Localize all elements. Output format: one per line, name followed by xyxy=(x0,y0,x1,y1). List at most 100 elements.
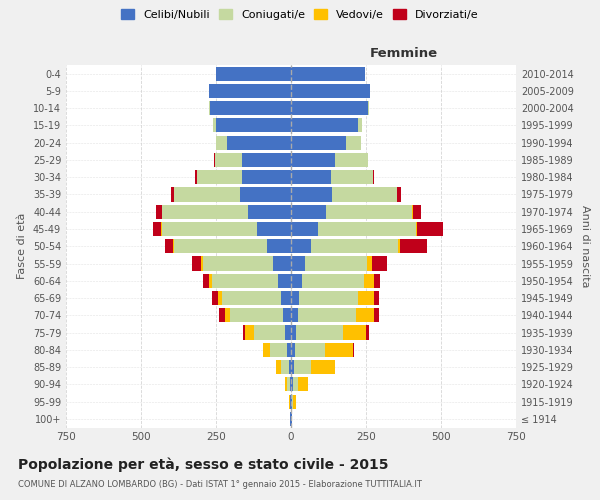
Bar xyxy=(413,204,421,219)
Bar xyxy=(291,308,298,322)
Bar xyxy=(353,342,354,357)
Bar xyxy=(218,291,222,305)
Bar xyxy=(291,153,335,167)
Bar xyxy=(299,291,358,305)
Bar xyxy=(293,394,296,408)
Bar xyxy=(367,256,372,270)
Bar xyxy=(325,342,353,357)
Bar xyxy=(283,308,291,322)
Bar xyxy=(267,239,291,254)
Bar xyxy=(285,378,287,392)
Bar xyxy=(230,308,283,322)
Bar xyxy=(302,274,364,288)
Bar xyxy=(289,394,290,408)
Bar xyxy=(331,170,373,184)
Bar xyxy=(263,342,270,357)
Bar xyxy=(332,188,397,202)
Bar xyxy=(292,394,293,408)
Bar xyxy=(412,204,413,219)
Bar xyxy=(242,326,245,340)
Bar xyxy=(291,342,295,357)
Bar xyxy=(285,326,291,340)
Bar xyxy=(295,342,325,357)
Bar xyxy=(311,239,398,254)
Bar xyxy=(195,170,197,184)
Bar xyxy=(224,308,230,322)
Bar xyxy=(210,101,291,115)
Bar xyxy=(416,222,443,236)
Bar xyxy=(291,291,299,305)
Bar xyxy=(291,378,293,392)
Bar xyxy=(326,204,412,219)
Bar xyxy=(164,239,173,254)
Bar xyxy=(298,308,356,322)
Bar xyxy=(209,101,210,115)
Bar xyxy=(291,394,292,408)
Bar xyxy=(368,101,369,115)
Bar xyxy=(358,291,373,305)
Bar xyxy=(220,308,224,322)
Bar xyxy=(287,342,291,357)
Bar xyxy=(153,222,161,236)
Bar xyxy=(400,239,427,254)
Bar xyxy=(227,136,291,150)
Bar xyxy=(215,153,241,167)
Bar xyxy=(372,256,387,270)
Bar xyxy=(305,256,367,270)
Bar xyxy=(373,308,379,322)
Bar xyxy=(281,291,291,305)
Bar xyxy=(311,360,335,374)
Bar xyxy=(364,274,373,288)
Bar xyxy=(291,101,368,115)
Y-axis label: Fasce di età: Fasce di età xyxy=(17,213,27,280)
Bar xyxy=(291,66,365,80)
Bar xyxy=(318,222,415,236)
Bar xyxy=(171,188,174,202)
Bar xyxy=(291,118,358,132)
Bar xyxy=(373,170,374,184)
Bar xyxy=(291,136,346,150)
Bar xyxy=(270,342,287,357)
Bar xyxy=(291,188,332,202)
Bar xyxy=(291,222,318,236)
Bar xyxy=(162,222,257,236)
Bar xyxy=(291,274,302,288)
Bar xyxy=(291,256,305,270)
Bar xyxy=(216,136,227,150)
Bar xyxy=(214,153,215,167)
Bar xyxy=(358,118,362,132)
Bar xyxy=(201,256,203,270)
Text: COMUNE DI ALZANO LOMBARDO (BG) - Dati ISTAT 1° gennaio 2015 - Elaborazione TUTTI: COMUNE DI ALZANO LOMBARDO (BG) - Dati IS… xyxy=(18,480,422,489)
Bar xyxy=(254,326,285,340)
Bar xyxy=(298,378,308,392)
Bar xyxy=(290,412,291,426)
Text: Femmine: Femmine xyxy=(370,46,437,60)
Legend: Celibi/Nubili, Coniugati/e, Vedovi/e, Divorziati/e: Celibi/Nubili, Coniugati/e, Vedovi/e, Di… xyxy=(118,6,482,23)
Bar xyxy=(277,274,291,288)
Bar xyxy=(203,274,209,288)
Bar xyxy=(294,360,311,374)
Bar xyxy=(273,256,291,270)
Bar xyxy=(415,222,416,236)
Bar xyxy=(174,239,267,254)
Bar xyxy=(291,239,311,254)
Y-axis label: Anni di nascita: Anni di nascita xyxy=(580,205,590,288)
Bar xyxy=(209,84,291,98)
Bar xyxy=(216,118,291,132)
Bar xyxy=(335,153,368,167)
Text: Popolazione per età, sesso e stato civile - 2015: Popolazione per età, sesso e stato civil… xyxy=(18,458,389,472)
Bar xyxy=(276,360,281,374)
Bar xyxy=(197,170,241,184)
Bar xyxy=(346,136,361,150)
Bar xyxy=(209,274,212,288)
Bar xyxy=(241,153,291,167)
Bar xyxy=(192,256,201,270)
Bar xyxy=(373,291,379,305)
Bar xyxy=(162,204,248,219)
Bar xyxy=(293,378,298,392)
Bar xyxy=(290,394,291,408)
Bar xyxy=(291,326,296,340)
Bar xyxy=(161,222,162,236)
Bar xyxy=(257,222,291,236)
Bar xyxy=(212,291,218,305)
